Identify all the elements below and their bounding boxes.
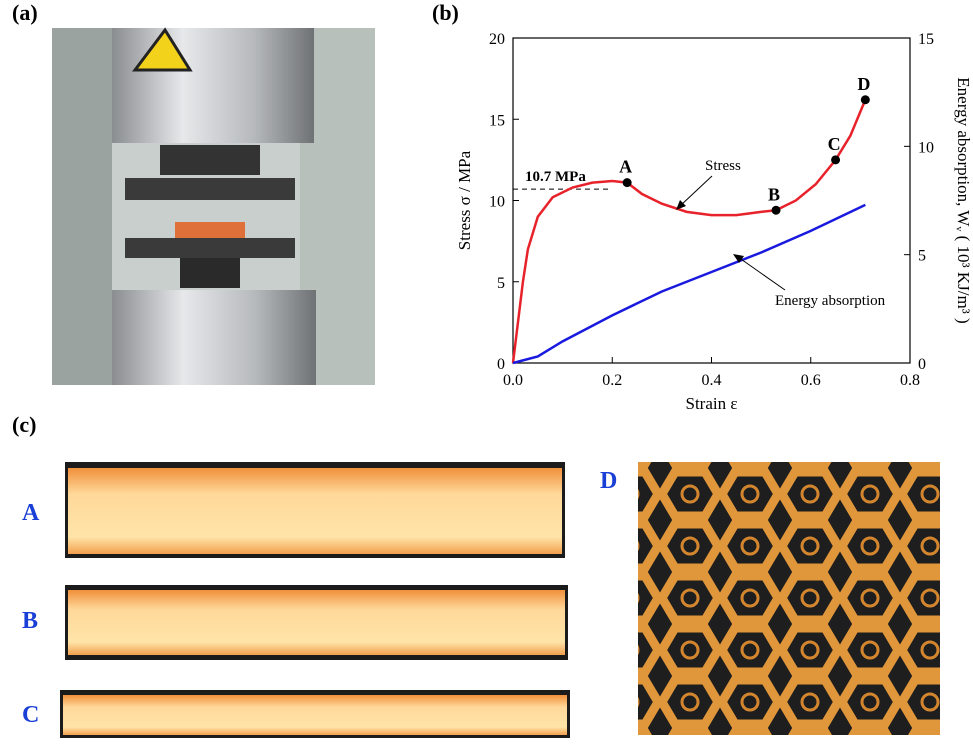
y2-axis-label: Energy absorption, Wᵥ ( 10³ KJ/m³ ) (954, 77, 973, 323)
point-marker (623, 178, 632, 187)
y2-tick-label: 10 (918, 139, 934, 156)
photo-label: B (22, 608, 38, 634)
point-label: A (619, 157, 632, 177)
reference-label: 10.7 MPa (525, 169, 586, 185)
annotation-arrow (680, 176, 712, 206)
point-label: D (857, 74, 870, 94)
point-marker (772, 206, 781, 215)
series-annotation: Stress (705, 158, 741, 174)
point-label: B (768, 184, 780, 204)
point-marker (831, 155, 840, 164)
annotation-arrow (738, 257, 785, 290)
y-tick-label: 15 (489, 112, 505, 129)
plot-frame (513, 38, 910, 363)
photo-compression-test (52, 28, 375, 385)
series-line (513, 205, 865, 363)
y-tick-label: 0 (497, 356, 505, 373)
photo-label: D (600, 468, 617, 494)
y2-tick-label: 15 (918, 31, 934, 48)
panel-label: (c) (12, 412, 36, 437)
x-tick-label: 0.4 (702, 372, 722, 389)
figure: (a)(b)(c)ABCD0.00.20.40.60.8051015200510… (0, 0, 973, 739)
y2-tick-label: 5 (918, 248, 926, 265)
x-tick-label: 0.8 (900, 372, 920, 389)
y2-tick-label: 0 (918, 356, 926, 373)
x-tick-label: 0.0 (503, 372, 523, 389)
y-tick-label: 10 (489, 194, 505, 211)
photo-label: A (22, 500, 40, 526)
x-axis-label: Strain ε (686, 394, 738, 413)
photo-label: C (22, 702, 39, 728)
photo-strips (60, 462, 940, 738)
point-marker (861, 95, 870, 104)
x-tick-label: 0.2 (602, 372, 622, 389)
panel-label: (a) (12, 0, 38, 25)
y-axis-label: Stress σ / MPa (455, 150, 474, 250)
x-tick-label: 0.6 (801, 372, 821, 389)
y-tick-label: 20 (489, 31, 505, 48)
y-tick-label: 5 (497, 275, 505, 292)
point-label: C (828, 134, 841, 154)
series-annotation: Energy absorption (775, 293, 886, 309)
panel-label: (b) (432, 0, 459, 25)
